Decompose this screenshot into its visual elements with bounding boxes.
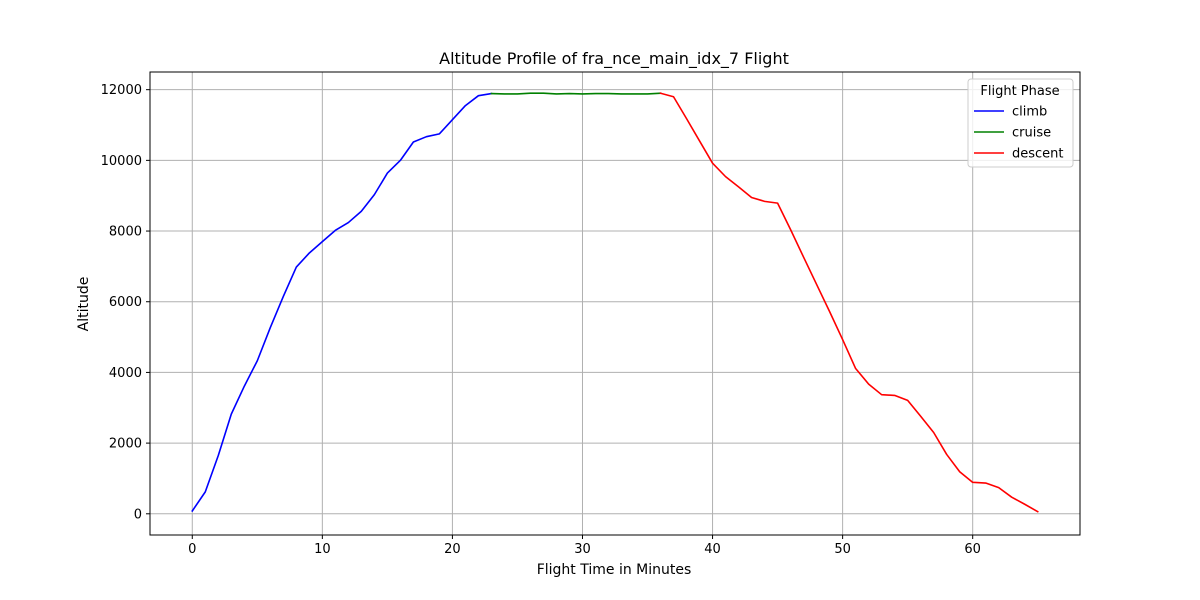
y-tick-label: 12000 bbox=[101, 83, 142, 98]
grid bbox=[150, 72, 1080, 535]
y-tick-label: 0 bbox=[134, 507, 142, 522]
y-tick-label: 10000 bbox=[101, 154, 142, 169]
series-line-descent bbox=[659, 92, 1039, 513]
series-line-cruise bbox=[490, 92, 662, 95]
y-tick-label: 2000 bbox=[109, 437, 142, 452]
x-tick-label: 0 bbox=[188, 542, 196, 557]
legend-title: Flight Phase bbox=[980, 84, 1059, 99]
legend-label-cruise: cruise bbox=[1012, 126, 1051, 141]
x-tick-label: 60 bbox=[964, 542, 981, 557]
x-axis: 0 10 20 30 40 50 60 bbox=[188, 535, 981, 557]
y-tick-label: 8000 bbox=[109, 225, 142, 240]
x-tick-label: 20 bbox=[444, 542, 461, 557]
chart-title: Altitude Profile of fra_nce_main_idx_7 F… bbox=[439, 49, 789, 69]
y-axis: 0 2000 4000 6000 8000 10000 12000 bbox=[101, 83, 150, 522]
legend-box bbox=[967, 78, 1074, 168]
x-tick-label: 40 bbox=[704, 542, 721, 557]
series-line-climb bbox=[191, 92, 493, 513]
y-tick-label: 4000 bbox=[109, 366, 142, 381]
series-group bbox=[191, 92, 1039, 513]
x-tick-label: 30 bbox=[574, 542, 591, 557]
legend: Flight Phase climb cruise descent bbox=[967, 78, 1074, 168]
plot-frame bbox=[149, 71, 1081, 536]
x-tick-label: 10 bbox=[314, 542, 331, 557]
x-tick-label: 50 bbox=[834, 542, 851, 557]
legend-label-descent: descent bbox=[1012, 147, 1064, 162]
x-axis-label: Flight Time in Minutes bbox=[537, 562, 692, 578]
y-axis-label: Altitude bbox=[76, 277, 92, 332]
legend-label-climb: climb bbox=[1012, 105, 1047, 120]
y-tick-label: 6000 bbox=[109, 295, 142, 310]
